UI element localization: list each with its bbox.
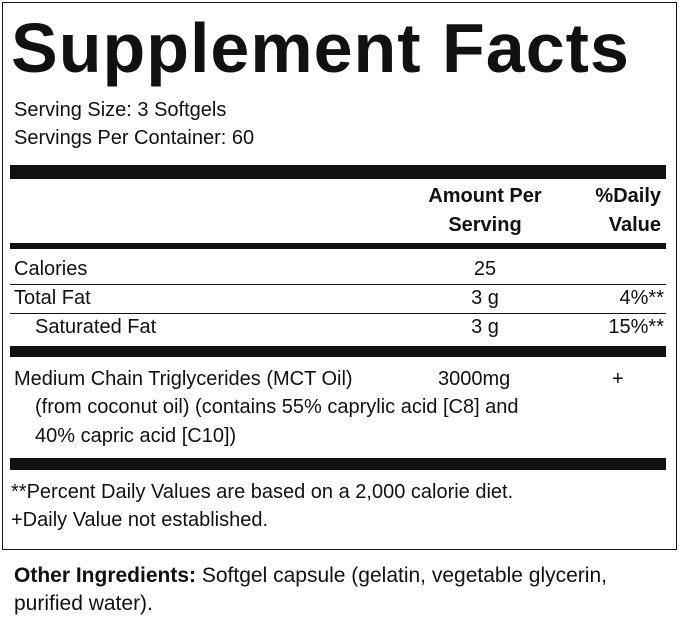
footnote: +Daily Value not established. — [11, 509, 269, 531]
ingredient-dv: + — [612, 368, 624, 390]
label-box — [2, 2, 677, 550]
ingredient-name: Medium Chain Triglycerides (MCT Oil) — [14, 368, 353, 390]
other-ingredients: Other Ingredients: Softgel capsule (gela… — [14, 562, 669, 618]
row-amount: 3 g — [471, 287, 499, 309]
row-name: Total Fat — [14, 287, 91, 309]
row-amount: 25 — [473, 258, 497, 280]
ingredient-amount: 3000mg — [438, 368, 511, 390]
ingredient-detail: (from coconut oil) (contains 55% capryli… — [35, 396, 519, 418]
amount-header-line: Serving — [448, 214, 522, 236]
row-rule — [10, 313, 666, 314]
amount-header: Amount Per Serving — [400, 182, 570, 240]
ingredient-detail: 40% capric acid [C10]) — [35, 425, 237, 447]
serving-size: Serving Size: 3 Softgels — [14, 99, 227, 121]
amount-header-line: Amount Per — [428, 185, 542, 207]
other-ingredients-label: Other Ingredients: — [14, 564, 197, 587]
medium-rule — [10, 243, 666, 249]
row-name: Calories — [14, 258, 88, 280]
dv-header-line: Value — [608, 214, 661, 236]
dv-header: %Daily Value — [560, 182, 661, 240]
row-dv: 15%** — [608, 316, 664, 338]
dv-header-line: %Daily — [595, 185, 661, 207]
row-rule — [10, 284, 666, 285]
footnote: **Percent Daily Values are based on a 2,… — [11, 481, 514, 503]
title: Supplement Facts — [11, 9, 630, 87]
row-dv: 4%** — [619, 287, 664, 309]
servings-per-container: Servings Per Container: 60 — [14, 127, 255, 149]
row-name: Saturated Fat — [35, 316, 157, 338]
thick-rule — [10, 458, 666, 470]
row-amount: 3 g — [471, 316, 499, 338]
other-ingredients-text: Softgel capsule (gelatin, vegetable glyc… — [14, 564, 607, 615]
thick-rule — [10, 165, 666, 179]
thick-rule — [10, 346, 666, 357]
